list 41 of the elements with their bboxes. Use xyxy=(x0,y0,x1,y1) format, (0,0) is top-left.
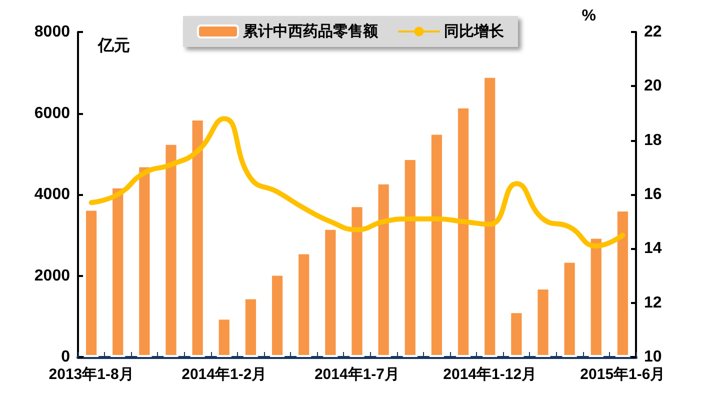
bar xyxy=(137,165,152,357)
bar xyxy=(164,142,178,357)
bar xyxy=(509,311,524,357)
legend-label: 累计中西药品零售额 xyxy=(242,22,379,40)
x-tick-label: 2013年1-8月 xyxy=(48,366,134,383)
bar xyxy=(296,252,312,357)
y2-tick-label: 22 xyxy=(644,24,662,40)
bar xyxy=(190,118,205,357)
bar xyxy=(323,228,338,357)
y2-tick-label: 18 xyxy=(644,132,662,149)
bar xyxy=(429,132,444,357)
bar xyxy=(350,205,364,357)
y-tick-label: 2000 xyxy=(34,267,70,284)
y2-axis-title: % xyxy=(582,8,596,24)
y-tick-label: 4000 xyxy=(34,186,70,203)
y2-tick-label: 20 xyxy=(644,78,662,95)
bar xyxy=(615,210,630,357)
bar xyxy=(482,76,498,357)
bar xyxy=(536,288,550,357)
y-axis-title: 亿元 xyxy=(97,36,130,54)
bar xyxy=(588,236,604,357)
bar xyxy=(456,106,471,357)
x-tick-label: 2014年1-2月 xyxy=(182,366,267,383)
bar xyxy=(376,182,391,357)
bar xyxy=(270,274,285,357)
bar xyxy=(110,186,126,357)
y2-tick-label: 14 xyxy=(644,240,662,258)
y-tick-label: 6000 xyxy=(34,104,70,122)
legend-label: 同比增长 xyxy=(444,23,505,40)
y-tick-label: 8000 xyxy=(34,24,70,40)
bar xyxy=(562,260,577,357)
x-tick-label: 2014年1-7月 xyxy=(314,366,400,383)
bar xyxy=(243,297,258,357)
y2-tick-label: 16 xyxy=(644,186,662,203)
bar xyxy=(84,208,99,357)
y-tick-label: 0 xyxy=(61,348,70,366)
bar xyxy=(216,318,232,357)
x-tick-label: 2015年1-6月 xyxy=(580,366,666,383)
x-tick-label: 2014年1-12月 xyxy=(443,366,537,383)
y2-tick-label: 10 xyxy=(644,348,662,366)
y2-tick-label: 12 xyxy=(644,294,662,312)
